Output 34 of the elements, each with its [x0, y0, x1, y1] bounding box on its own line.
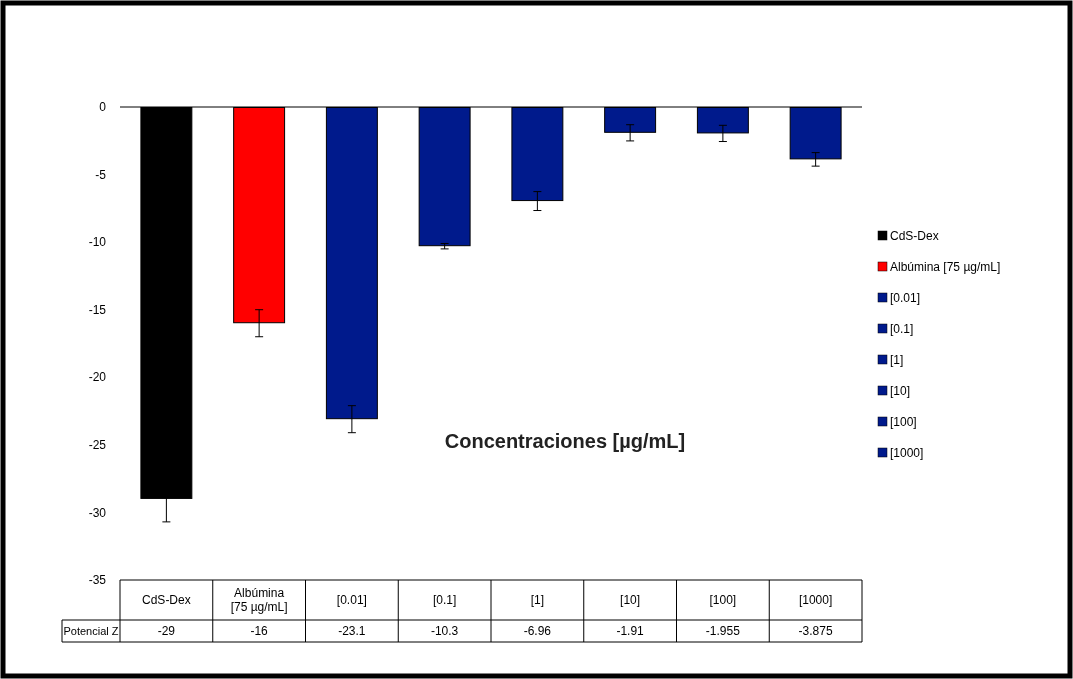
- x-tick-label: CdS-Dex: [142, 593, 191, 608]
- category-label: CdS-Dex: [890, 229, 939, 244]
- text: Potencial Z: [63, 624, 119, 637]
- data-label: -16: [250, 624, 269, 639]
- y-tick-label: -25: [88, 438, 107, 453]
- data-label: -3.875: [798, 624, 833, 639]
- x-tick-label: [100]: [709, 593, 737, 608]
- category-label: [10]: [890, 384, 911, 399]
- x-tick-label: [0.01]: [336, 593, 367, 608]
- data-label: -29: [157, 624, 176, 639]
- y-tick-label: -20: [88, 370, 107, 385]
- data-label: -23.1: [338, 624, 366, 639]
- category-label: [0.01]: [890, 291, 921, 306]
- data-label: -6.96: [523, 624, 552, 639]
- category-label: [100]: [890, 415, 917, 430]
- y-tick-label: 0: [99, 100, 107, 115]
- y-tick-label: -35: [88, 573, 107, 588]
- y-tick-label: -5: [95, 167, 107, 182]
- category-label: Albúmina [75 µg/mL]: [890, 260, 1001, 275]
- data-label: -1.91: [616, 624, 645, 639]
- data-label: -10.3: [430, 624, 459, 639]
- category-label: [1]: [890, 353, 904, 368]
- data-label: -1.955: [705, 624, 741, 639]
- category-label: [1000]: [890, 446, 924, 461]
- y-tick-label: -10: [88, 235, 107, 250]
- y-tick-label: -15: [88, 302, 107, 317]
- x-tick-label: [1000]: [798, 593, 833, 608]
- x-tick-label: Albúmina [75 µg/mL]: [230, 586, 288, 615]
- x-tick-label: [10]: [620, 593, 641, 608]
- x-axis-title: Concentraciones [µg/mL]: [444, 430, 686, 452]
- y-tick-label: -30: [88, 505, 107, 520]
- x-tick-label: [0.1]: [432, 593, 457, 608]
- category-label: [0.1]: [890, 322, 914, 337]
- x-tick-label: [1]: [530, 593, 545, 608]
